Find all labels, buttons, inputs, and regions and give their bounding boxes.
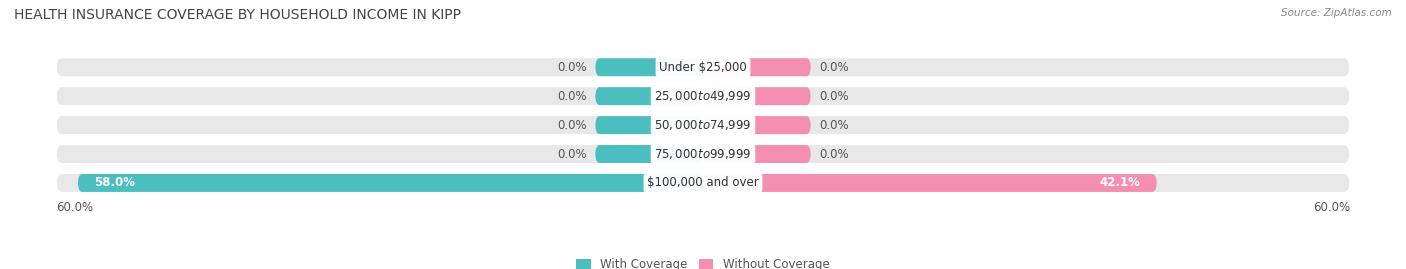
Text: 0.0%: 0.0% <box>820 119 849 132</box>
Text: 58.0%: 58.0% <box>94 176 135 189</box>
Text: 60.0%: 60.0% <box>56 201 93 214</box>
Legend: With Coverage, Without Coverage: With Coverage, Without Coverage <box>572 253 834 269</box>
Text: 0.0%: 0.0% <box>557 61 586 74</box>
FancyBboxPatch shape <box>77 174 703 192</box>
FancyBboxPatch shape <box>703 116 811 134</box>
Text: 0.0%: 0.0% <box>557 147 586 161</box>
Text: HEALTH INSURANCE COVERAGE BY HOUSEHOLD INCOME IN KIPP: HEALTH INSURANCE COVERAGE BY HOUSEHOLD I… <box>14 8 461 22</box>
FancyBboxPatch shape <box>703 174 1157 192</box>
FancyBboxPatch shape <box>56 87 1350 105</box>
Text: 60.0%: 60.0% <box>1313 201 1350 214</box>
FancyBboxPatch shape <box>703 145 811 163</box>
Text: 0.0%: 0.0% <box>820 90 849 103</box>
FancyBboxPatch shape <box>703 58 811 76</box>
Text: Source: ZipAtlas.com: Source: ZipAtlas.com <box>1281 8 1392 18</box>
Text: $25,000 to $49,999: $25,000 to $49,999 <box>654 89 752 103</box>
Text: $100,000 and over: $100,000 and over <box>647 176 759 189</box>
FancyBboxPatch shape <box>56 174 1350 192</box>
Text: Under $25,000: Under $25,000 <box>659 61 747 74</box>
FancyBboxPatch shape <box>595 87 703 105</box>
Text: 0.0%: 0.0% <box>820 147 849 161</box>
Text: $50,000 to $74,999: $50,000 to $74,999 <box>654 118 752 132</box>
FancyBboxPatch shape <box>56 58 1350 76</box>
FancyBboxPatch shape <box>595 145 703 163</box>
FancyBboxPatch shape <box>56 145 1350 163</box>
FancyBboxPatch shape <box>56 116 1350 134</box>
FancyBboxPatch shape <box>595 116 703 134</box>
Text: 0.0%: 0.0% <box>820 61 849 74</box>
Text: 0.0%: 0.0% <box>557 90 586 103</box>
Text: $75,000 to $99,999: $75,000 to $99,999 <box>654 147 752 161</box>
Text: 0.0%: 0.0% <box>557 119 586 132</box>
FancyBboxPatch shape <box>595 58 703 76</box>
Text: 42.1%: 42.1% <box>1099 176 1140 189</box>
FancyBboxPatch shape <box>703 87 811 105</box>
